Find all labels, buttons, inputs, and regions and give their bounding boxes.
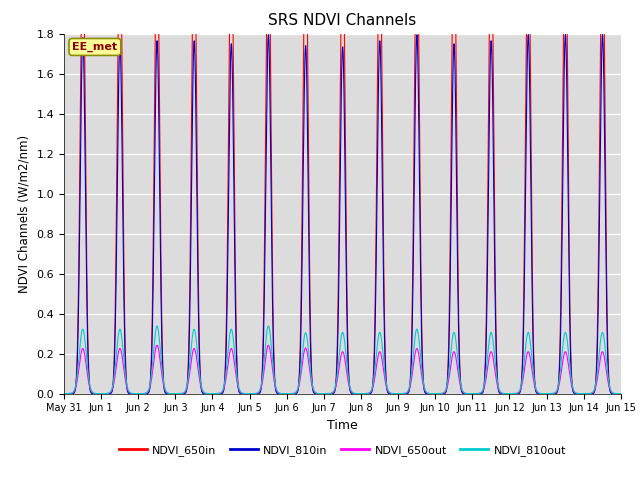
Line: NDVI_810out: NDVI_810out <box>64 326 621 394</box>
NDVI_810out <box>264 323 272 329</box>
NDVI_650in <box>467 391 475 396</box>
NDVI_810out <box>617 391 625 396</box>
NDVI_650out <box>264 342 272 348</box>
NDVI_650in <box>436 391 444 396</box>
Title: SRS NDVI Channels: SRS NDVI Channels <box>268 13 417 28</box>
X-axis label: Time: Time <box>327 419 358 432</box>
NDVI_650in <box>616 391 624 396</box>
NDVI_650out <box>160 384 168 390</box>
NDVI_810out <box>616 391 624 396</box>
NDVI_650out <box>616 391 624 396</box>
NDVI_810in <box>616 391 624 396</box>
NDVI_810in <box>436 391 444 396</box>
Text: EE_met: EE_met <box>72 42 118 52</box>
NDVI_650out <box>322 391 330 396</box>
NDVI_810out <box>160 382 168 387</box>
NDVI_650out <box>499 391 507 396</box>
NDVI_650out <box>617 391 625 396</box>
NDVI_650in <box>60 391 68 396</box>
NDVI_650out <box>60 391 68 396</box>
NDVI_810out <box>499 391 507 396</box>
NDVI_810in <box>499 391 506 396</box>
NDVI_650out <box>436 391 444 396</box>
NDVI_810out <box>60 391 68 396</box>
Line: NDVI_810in: NDVI_810in <box>64 35 621 394</box>
NDVI_810out <box>467 391 475 396</box>
NDVI_810in <box>160 385 168 391</box>
NDVI_810in <box>60 391 68 396</box>
NDVI_810in <box>467 391 475 396</box>
NDVI_650out <box>467 391 475 396</box>
NDVI_810out <box>436 391 444 396</box>
NDVI_810out <box>322 391 330 396</box>
NDVI_810in <box>322 391 330 396</box>
Line: NDVI_650in: NDVI_650in <box>64 0 621 394</box>
NDVI_810in <box>617 391 625 396</box>
Line: NDVI_650out: NDVI_650out <box>64 345 621 394</box>
Legend: NDVI_650in, NDVI_810in, NDVI_650out, NDVI_810out: NDVI_650in, NDVI_810in, NDVI_650out, NDV… <box>115 440 570 460</box>
NDVI_650in <box>322 391 330 396</box>
NDVI_650in <box>160 384 168 389</box>
NDVI_810in <box>598 32 606 37</box>
Y-axis label: NDVI Channels (W/m2/nm): NDVI Channels (W/m2/nm) <box>18 134 31 293</box>
NDVI_650in <box>499 391 507 396</box>
NDVI_650in <box>617 391 625 396</box>
